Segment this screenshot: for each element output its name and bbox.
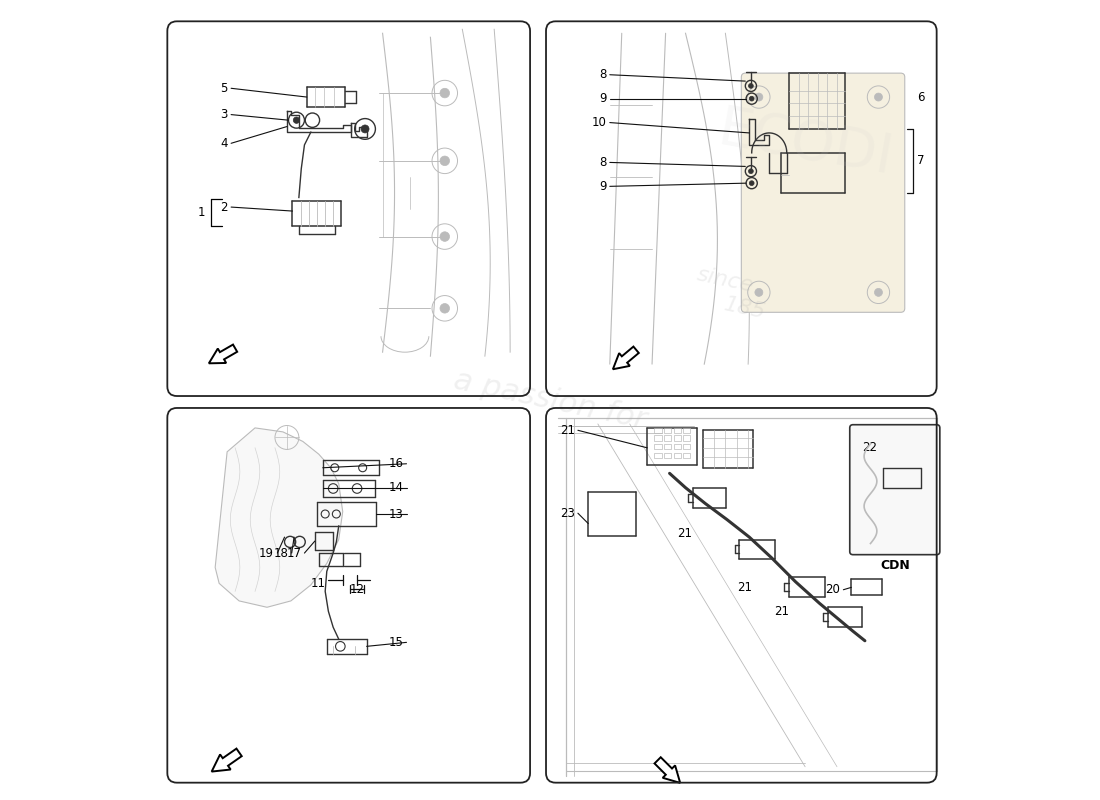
Text: 8: 8 (600, 156, 606, 169)
Bar (683, 435, 691, 441)
Circle shape (755, 93, 763, 101)
Bar (664, 453, 671, 458)
Bar (654, 428, 661, 434)
Bar (664, 428, 671, 434)
Bar (654, 435, 661, 441)
Text: 13: 13 (388, 507, 404, 521)
Circle shape (748, 83, 754, 88)
Text: 185: 185 (723, 294, 768, 322)
Text: 10: 10 (592, 116, 606, 129)
Polygon shape (216, 428, 343, 607)
Text: 11: 11 (310, 577, 326, 590)
Text: 15: 15 (388, 636, 404, 649)
Bar (683, 453, 691, 458)
Text: 22: 22 (862, 442, 878, 454)
FancyBboxPatch shape (850, 425, 939, 554)
Bar (683, 444, 691, 450)
Bar (664, 435, 671, 441)
Text: 12: 12 (350, 583, 364, 596)
Bar (683, 428, 691, 434)
Text: ECODI: ECODI (713, 103, 896, 187)
Text: 2: 2 (220, 201, 228, 214)
Bar (673, 435, 681, 441)
Text: 20: 20 (825, 583, 840, 596)
Text: 21: 21 (737, 581, 752, 594)
Circle shape (361, 125, 368, 133)
Text: 18: 18 (274, 546, 288, 559)
Text: 9: 9 (600, 180, 606, 193)
Circle shape (749, 96, 755, 101)
Bar (673, 453, 681, 458)
Text: 3: 3 (220, 108, 228, 121)
Bar (664, 444, 671, 450)
Circle shape (440, 156, 450, 166)
FancyArrow shape (654, 758, 680, 783)
Text: 16: 16 (388, 458, 404, 470)
FancyArrow shape (211, 749, 242, 771)
Text: 8: 8 (600, 68, 606, 82)
Circle shape (294, 117, 299, 123)
Circle shape (874, 288, 882, 296)
Circle shape (440, 88, 450, 98)
Text: 23: 23 (560, 506, 574, 520)
Text: 17: 17 (286, 546, 301, 559)
Text: 21: 21 (560, 424, 574, 437)
FancyArrow shape (613, 346, 639, 370)
Text: 9: 9 (600, 92, 606, 105)
Circle shape (755, 288, 763, 296)
Text: since: since (695, 265, 756, 296)
Circle shape (748, 169, 754, 174)
Text: a passion for: a passion for (451, 366, 649, 434)
FancyBboxPatch shape (741, 73, 905, 312)
Text: 21: 21 (678, 527, 693, 541)
Circle shape (874, 93, 882, 101)
Circle shape (440, 232, 450, 242)
FancyArrow shape (209, 345, 238, 363)
Bar (673, 428, 681, 434)
Text: 7: 7 (916, 154, 924, 167)
Bar (654, 444, 661, 450)
Text: 14: 14 (388, 481, 404, 494)
Text: 5: 5 (220, 82, 228, 94)
Text: 21: 21 (774, 605, 789, 618)
Bar (673, 444, 681, 450)
Text: 4: 4 (220, 137, 228, 150)
Circle shape (749, 181, 755, 186)
Circle shape (440, 303, 450, 313)
Bar (654, 453, 661, 458)
Text: 6: 6 (916, 90, 924, 103)
Text: 1: 1 (198, 206, 206, 219)
Text: CDN: CDN (880, 559, 910, 572)
Text: 19: 19 (260, 546, 274, 559)
